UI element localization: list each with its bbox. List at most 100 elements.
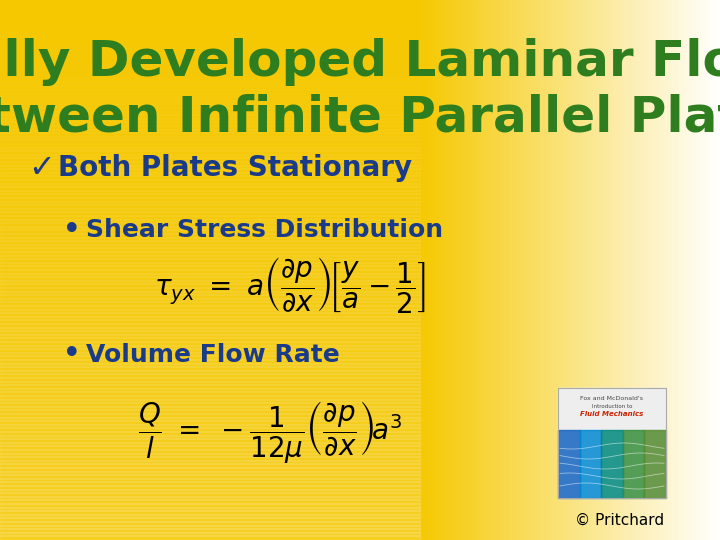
Bar [581, 0, 584, 540]
Bar [324, 0, 328, 540]
Bar [384, 0, 387, 540]
Bar [0, 157, 420, 162]
Bar [367, 0, 371, 540]
Bar [0, 176, 420, 180]
Bar [0, 280, 420, 285]
Bar [341, 0, 344, 540]
Bar [502, 0, 505, 540]
Bar [189, 0, 193, 540]
Bar [437, 0, 440, 540]
Bar [405, 0, 409, 540]
Bar [0, 427, 420, 432]
Bar [0, 284, 420, 288]
Bar [0, 377, 420, 382]
Bar [655, 0, 659, 540]
Bar [43, 0, 47, 540]
Bar [523, 0, 526, 540]
Bar [516, 0, 519, 540]
Bar [27, 0, 30, 540]
Bar [329, 0, 332, 540]
Bar [623, 430, 644, 498]
Bar [101, 0, 104, 540]
Bar [473, 0, 476, 540]
Bar [396, 0, 400, 540]
Bar [96, 0, 99, 540]
Bar [259, 0, 263, 540]
Bar [84, 0, 87, 540]
Bar [0, 381, 420, 385]
Bar [621, 0, 625, 540]
Bar [0, 204, 420, 209]
Bar [36, 0, 40, 540]
Bar [79, 0, 83, 540]
Bar [626, 0, 630, 540]
Bar [120, 0, 123, 540]
Bar [0, 38, 420, 43]
Bar [535, 0, 539, 540]
Bar [0, 460, 420, 464]
Bar [643, 0, 647, 540]
Bar [0, 57, 420, 61]
Bar [377, 0, 380, 540]
Bar [166, 0, 169, 540]
Bar [53, 0, 56, 540]
Bar [58, 0, 61, 540]
Bar [297, 0, 301, 540]
Bar [521, 0, 524, 540]
Bar [0, 334, 420, 339]
Bar [139, 0, 143, 540]
Bar [533, 0, 536, 540]
Bar [569, 0, 572, 540]
Bar [403, 0, 407, 540]
Bar [634, 0, 637, 540]
Bar [583, 0, 587, 540]
Bar [0, 92, 420, 97]
Bar [0, 240, 420, 245]
Bar [0, 327, 420, 331]
Bar [0, 456, 420, 461]
Bar [0, 197, 420, 201]
Bar [558, 388, 666, 430]
Bar [492, 0, 495, 540]
Bar [593, 0, 596, 540]
Bar [7, 0, 11, 540]
Text: •: • [62, 339, 82, 372]
Bar [0, 399, 420, 403]
Bar [17, 0, 20, 540]
Bar [0, 392, 420, 396]
Bar [290, 0, 294, 540]
Bar [271, 0, 274, 540]
Bar [0, 424, 420, 428]
Bar [603, 0, 606, 540]
Bar [156, 0, 159, 540]
Bar [326, 0, 330, 540]
Bar [701, 0, 704, 540]
Bar [0, 136, 420, 140]
Bar [513, 0, 517, 540]
Bar [413, 0, 416, 540]
Bar [9, 0, 13, 540]
Bar [24, 0, 27, 540]
Bar [60, 0, 63, 540]
Bar [631, 0, 634, 540]
Bar [63, 0, 66, 540]
Bar [113, 0, 116, 540]
Bar [0, 352, 420, 356]
Bar [612, 0, 616, 540]
Bar [549, 0, 553, 540]
Bar [0, 35, 420, 39]
Bar [0, 409, 420, 414]
Bar [0, 179, 420, 184]
Bar [91, 0, 94, 540]
Bar [0, 330, 420, 335]
Bar [665, 0, 668, 540]
Bar [0, 122, 420, 126]
Bar [221, 0, 224, 540]
Bar [372, 0, 375, 540]
Bar [578, 0, 582, 540]
Bar [0, 532, 420, 536]
Bar [0, 132, 420, 137]
Bar [358, 0, 361, 540]
Bar [574, 0, 577, 540]
Bar [0, 535, 420, 540]
